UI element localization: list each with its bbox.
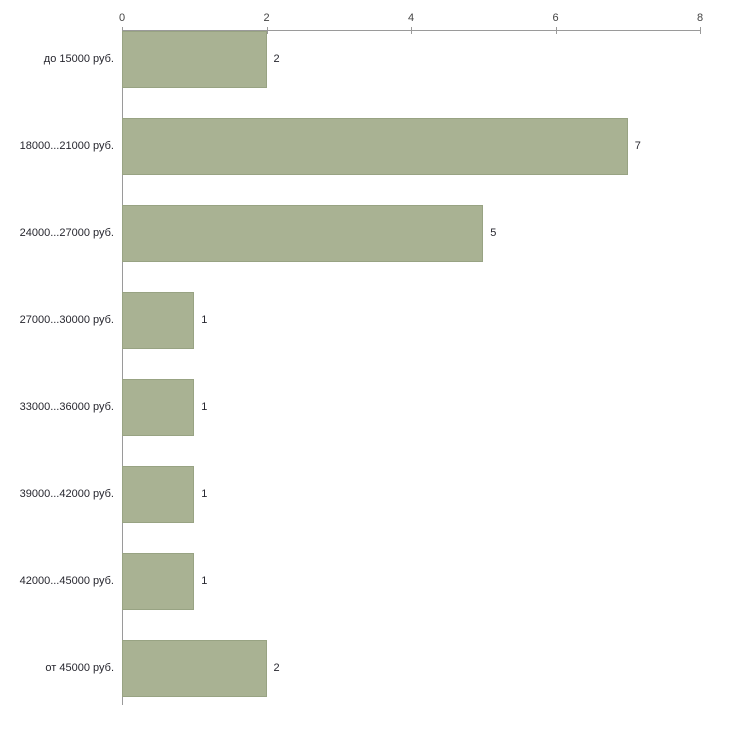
category-label: 33000...36000 руб. <box>19 401 114 413</box>
x-tick <box>411 27 412 34</box>
x-tick <box>555 27 557 34</box>
x-tick-label: 8 <box>696 12 704 24</box>
x-tick-label: 2 <box>263 12 270 24</box>
value-label: 1 <box>201 575 208 587</box>
value-label: 5 <box>490 227 497 239</box>
category-label: 18000...21000 руб. <box>19 140 114 152</box>
bar <box>122 118 628 175</box>
bar <box>122 379 195 436</box>
bar-row: 18000...21000 руб. 7 <box>0 118 730 175</box>
value-label: 1 <box>201 314 208 326</box>
value-label: 2 <box>273 662 280 674</box>
category-label: 39000...42000 руб. <box>19 488 114 500</box>
bar <box>122 553 195 610</box>
category-label: 27000...30000 руб. <box>19 314 114 326</box>
x-tick-label: 4 <box>407 12 415 24</box>
bar <box>122 292 195 349</box>
bar-row: до 15000 руб. 2 <box>0 31 730 88</box>
category-label: от 45000 руб. <box>45 662 114 674</box>
y-axis-line <box>122 30 123 705</box>
bar-row: 42000...45000 руб. 1 <box>0 553 730 610</box>
x-tick <box>700 27 701 34</box>
bar <box>122 466 195 523</box>
x-tick <box>122 27 123 34</box>
category-label: 42000...45000 руб. <box>19 575 114 587</box>
bar-row: от 45000 руб. 2 <box>0 640 730 697</box>
x-tick-label: 6 <box>552 12 559 24</box>
bar-row: 33000...36000 руб. 1 <box>0 379 730 436</box>
value-label: 7 <box>634 140 641 152</box>
x-tick-label: 0 <box>118 12 126 24</box>
value-label: 2 <box>273 53 280 65</box>
x-tick <box>266 27 268 34</box>
value-label: 1 <box>201 488 208 500</box>
category-label: до 15000 руб. <box>43 53 114 65</box>
bar-row: 39000...42000 руб. 1 <box>0 466 730 523</box>
bar <box>122 205 484 262</box>
bar <box>122 640 267 697</box>
bar-row: 24000...27000 руб. 5 <box>0 205 730 262</box>
bar-row: 27000...30000 руб. 1 <box>0 292 730 349</box>
value-label: 1 <box>201 401 208 413</box>
bar <box>122 31 267 88</box>
category-label: 24000...27000 руб. <box>19 227 114 239</box>
